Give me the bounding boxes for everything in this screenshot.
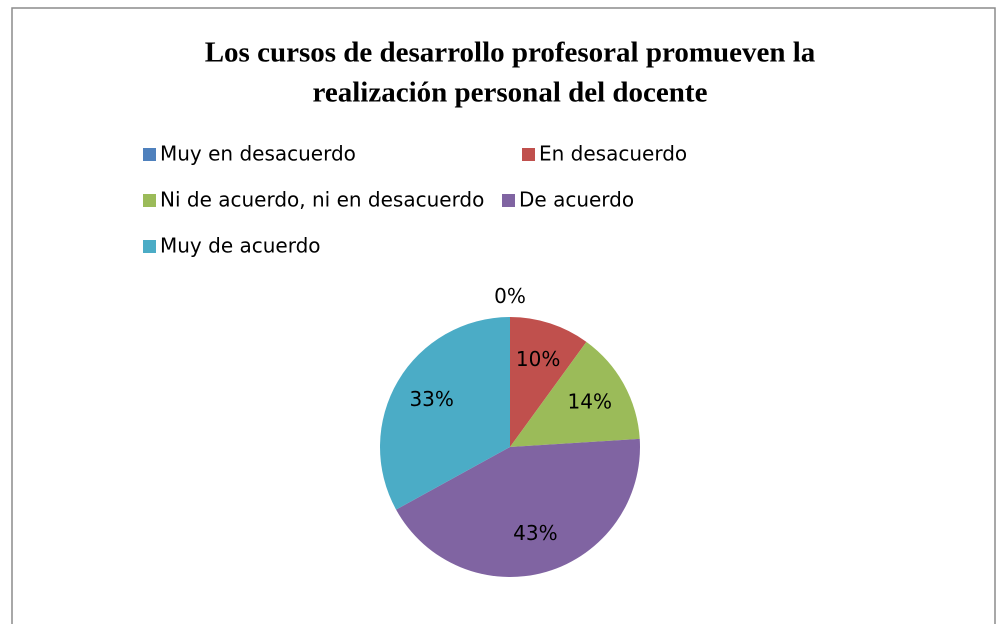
legend-label: De acuerdo (519, 188, 634, 212)
legend-label: En desacuerdo (539, 142, 687, 166)
data-label: 10% (516, 347, 560, 371)
legend-swatch (143, 194, 156, 207)
chart-border (11, 7, 996, 624)
pie-slice (396, 438, 640, 577)
legend-label: Muy en desacuerdo (160, 142, 356, 166)
data-label: 43% (513, 521, 557, 545)
chart-title: realización personal del docente (313, 77, 708, 109)
pie-slice (510, 317, 587, 447)
pie-slice (510, 341, 640, 447)
data-label: 14% (568, 390, 612, 414)
pie-slice (379, 317, 510, 510)
chart-title: Los cursos de desarrollo profesoral prom… (205, 37, 816, 69)
legend-swatch (522, 148, 535, 161)
legend-swatch (502, 194, 515, 207)
data-label: 0% (494, 284, 526, 308)
data-label: 33% (409, 387, 453, 411)
legend-swatch (143, 148, 156, 161)
legend-swatch (143, 240, 156, 253)
legend-label: Muy de acuerdo (160, 234, 321, 258)
legend-label: Ni de acuerdo, ni en desacuerdo (160, 188, 484, 212)
